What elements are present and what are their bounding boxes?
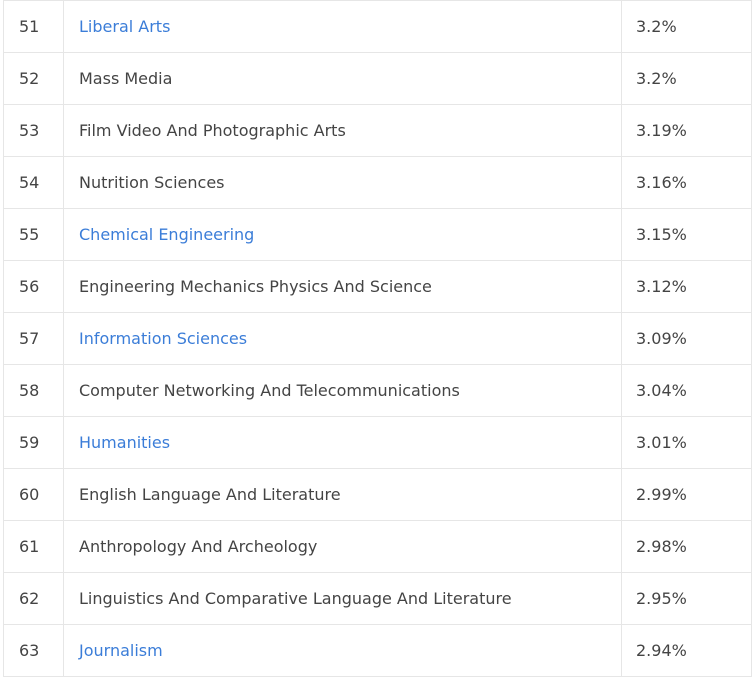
rank-cell: 57: [3, 312, 64, 365]
major-link[interactable]: Chemical Engineering: [79, 225, 255, 244]
percentage-cell: 3.2%: [621, 52, 752, 105]
table-row: 54 Nutrition Sciences 3.16%: [3, 156, 752, 209]
table-row: 58 Computer Networking And Telecommunicat…: [3, 364, 752, 417]
major-name: Linguistics And Comparative Language And…: [79, 589, 512, 608]
percentage-cell: 2.98%: [621, 520, 752, 573]
major-cell: Liberal Arts: [63, 0, 622, 53]
majors-table: 51 Liberal Arts 3.2% 52 Mass Media 3.2% 53 Film…: [3, 0, 752, 677]
table-row: 56 Engineering Mechanics Physics And Scie…: [3, 260, 752, 313]
rank-cell: 56: [3, 260, 64, 313]
rank-cell: 52: [3, 52, 64, 105]
rank-cell: 55: [3, 208, 64, 261]
major-cell: Humanities: [63, 416, 622, 469]
major-name: Mass Media: [79, 69, 173, 88]
major-cell: Engineering Mechanics Physics And Scienc…: [63, 260, 622, 313]
table-row: 52 Mass Media 3.2%: [3, 52, 752, 105]
major-cell: Journalism: [63, 624, 622, 677]
rank-cell: 63: [3, 624, 64, 677]
table-row: 60 English Language And Literature 2.99%: [3, 468, 752, 521]
major-link[interactable]: Liberal Arts: [79, 17, 171, 36]
percentage-cell: 3.09%: [621, 312, 752, 365]
major-name: English Language And Literature: [79, 485, 341, 504]
percentage-cell: 3.04%: [621, 364, 752, 417]
major-cell: Film Video And Photographic Arts: [63, 104, 622, 157]
table-row: 55 Chemical Engineering 3.15%: [3, 208, 752, 261]
percentage-cell: 2.95%: [621, 572, 752, 625]
rank-cell: 61: [3, 520, 64, 573]
table-row: 63 Journalism 2.94%: [3, 624, 752, 677]
major-name: Anthropology And Archeology: [79, 537, 318, 556]
major-name: Computer Networking And Telecommunicatio…: [79, 381, 460, 400]
table-row: 59 Humanities 3.01%: [3, 416, 752, 469]
rank-cell: 60: [3, 468, 64, 521]
major-cell: Anthropology And Archeology: [63, 520, 622, 573]
table-row: 51 Liberal Arts 3.2%: [3, 0, 752, 53]
percentage-cell: 2.94%: [621, 624, 752, 677]
major-link[interactable]: Information Sciences: [79, 329, 248, 348]
major-name: Engineering Mechanics Physics And Scienc…: [79, 277, 432, 296]
rank-cell: 62: [3, 572, 64, 625]
table-row: 53 Film Video And Photographic Arts 3.19%: [3, 104, 752, 157]
major-link[interactable]: Journalism: [79, 641, 163, 660]
major-cell: Chemical Engineering: [63, 208, 622, 261]
majors-table-body: 51 Liberal Arts 3.2% 52 Mass Media 3.2% 53 Film…: [3, 0, 752, 677]
rank-cell: 59: [3, 416, 64, 469]
major-cell: Nutrition Sciences: [63, 156, 622, 209]
major-cell: Linguistics And Comparative Language And…: [63, 572, 622, 625]
table-row: 61 Anthropology And Archeology 2.98%: [3, 520, 752, 573]
rank-cell: 58: [3, 364, 64, 417]
major-cell: English Language And Literature: [63, 468, 622, 521]
percentage-cell: 3.15%: [621, 208, 752, 261]
major-cell: Computer Networking And Telecommunicatio…: [63, 364, 622, 417]
rank-cell: 54: [3, 156, 64, 209]
percentage-cell: 3.01%: [621, 416, 752, 469]
major-name: Nutrition Sciences: [79, 173, 225, 192]
percentage-cell: 2.99%: [621, 468, 752, 521]
major-cell: Mass Media: [63, 52, 622, 105]
major-name: Film Video And Photographic Arts: [79, 121, 346, 140]
percentage-cell: 3.12%: [621, 260, 752, 313]
percentage-cell: 3.16%: [621, 156, 752, 209]
rank-cell: 53: [3, 104, 64, 157]
major-link[interactable]: Humanities: [79, 433, 171, 452]
percentage-cell: 3.19%: [621, 104, 752, 157]
rank-cell: 51: [3, 0, 64, 53]
table-row: 62 Linguistics And Comparative Language A…: [3, 572, 752, 625]
majors-table-container: 51 Liberal Arts 3.2% 52 Mass Media 3.2% 53 Film…: [3, 0, 752, 677]
percentage-cell: 3.2%: [621, 0, 752, 53]
major-cell: Information Sciences: [63, 312, 622, 365]
table-row: 57 Information Sciences 3.09%: [3, 312, 752, 365]
